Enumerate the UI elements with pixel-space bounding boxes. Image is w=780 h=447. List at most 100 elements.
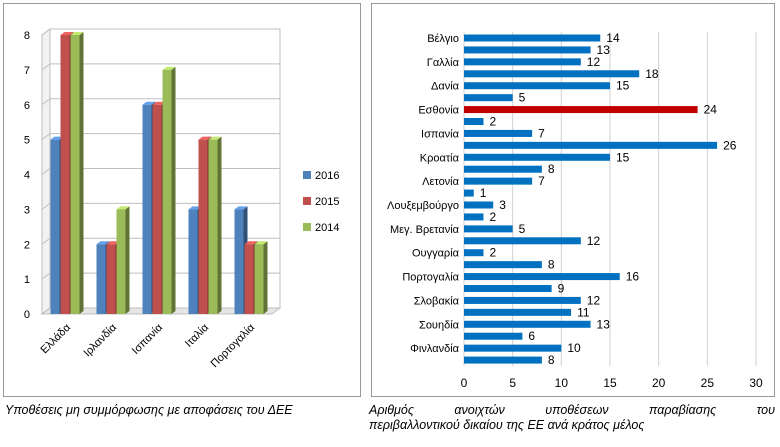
y-tick-label: 4 bbox=[24, 170, 30, 182]
non-compliance-bar-chart: 0 1 2 3 4 5 6 7 8 Ελλάδα Ιρλανδία Ισπανία ΙταλίαΠορτ… bbox=[24, 28, 339, 370]
x-tick-label: 0 bbox=[461, 376, 468, 390]
x-category-label: Πορτογαλία bbox=[209, 321, 258, 370]
bar-value-label: 8 bbox=[548, 353, 555, 367]
legend-label: 2014 bbox=[315, 222, 339, 234]
bar bbox=[464, 296, 581, 304]
bar-value-label: 8 bbox=[548, 258, 555, 272]
bar bbox=[254, 241, 268, 314]
bar-value-label: 16 bbox=[626, 270, 640, 284]
bar-top bbox=[254, 241, 268, 245]
bar bbox=[464, 344, 562, 352]
bar bbox=[464, 70, 640, 78]
bar bbox=[464, 225, 513, 233]
bar-value-label: 26 bbox=[723, 138, 737, 152]
bar-face bbox=[50, 139, 60, 314]
y-tick-label: 3 bbox=[24, 204, 30, 216]
bar-value-label: 12 bbox=[587, 55, 601, 69]
bar-side bbox=[125, 206, 130, 314]
bar-value-label: 10 bbox=[567, 341, 581, 355]
bar-value-label: 8 bbox=[548, 162, 555, 176]
bar-face bbox=[60, 35, 70, 314]
bar bbox=[464, 237, 581, 245]
right-chart-panel: 0 5 10 15 20 25 30 14 Βέλγιο 13 12 Γαλλία 18 15 Δανία 5… bbox=[371, 3, 775, 397]
x-tick-label: 10 bbox=[555, 376, 569, 390]
bar bbox=[464, 165, 542, 173]
bar bbox=[464, 153, 610, 161]
bar-face bbox=[234, 209, 244, 314]
y-tick-label: 2 bbox=[24, 239, 30, 251]
y-gridline bbox=[41, 63, 280, 71]
bar-value-label: 15 bbox=[616, 79, 630, 93]
bar-top bbox=[106, 241, 120, 245]
bar-face bbox=[152, 104, 162, 314]
bar-top bbox=[198, 136, 212, 140]
bar-value-label: 7 bbox=[538, 126, 545, 140]
bar bbox=[464, 213, 484, 221]
bar-face bbox=[162, 69, 172, 314]
x-tick-label: 30 bbox=[749, 376, 763, 390]
left-chart-panel: 0 1 2 3 4 5 6 7 8 Ελλάδα Ιρλανδία Ισπανία Ιταλία Πορτ… bbox=[3, 3, 361, 397]
bar-value-label: 13 bbox=[597, 317, 611, 331]
y-category-label: Σουηδία bbox=[419, 319, 460, 331]
right-chart-caption: Αριθμός ανοιχτών υποθέσεων παραβίασης το… bbox=[369, 403, 775, 433]
right-caption-line-1: Αριθμός ανοιχτών υποθέσεων παραβίασης το… bbox=[369, 403, 775, 417]
y-tick-label: 7 bbox=[24, 65, 30, 77]
bar-face bbox=[198, 139, 208, 314]
bar-value-label: 12 bbox=[587, 293, 601, 307]
y-category-label: Ουγγαρία bbox=[412, 248, 460, 260]
y-gridline bbox=[41, 28, 280, 36]
bar-value-label: 3 bbox=[499, 198, 506, 212]
bar bbox=[464, 332, 523, 340]
bar bbox=[464, 320, 591, 328]
bar bbox=[70, 32, 84, 314]
bar-top bbox=[208, 136, 222, 140]
y-category-label: Δανία bbox=[431, 81, 460, 93]
bar-value-label: 2 bbox=[489, 115, 496, 129]
bar-value-label: 6 bbox=[528, 329, 535, 343]
bar-value-label: 24 bbox=[704, 103, 718, 117]
bar-top bbox=[162, 66, 176, 70]
bar-face bbox=[106, 244, 116, 314]
bar-top bbox=[142, 101, 156, 105]
bar bbox=[116, 206, 130, 314]
bar bbox=[464, 189, 474, 197]
infringement-cases-bar-chart: 0 5 10 15 20 25 3014Βέλγιο1312Γαλλία1815Δανία5… bbox=[387, 31, 763, 390]
left-chart-caption: Υποθέσεις μη συμμόρφωσης με αποφάσεις το… bbox=[5, 403, 293, 417]
y-category-label: Λετονία bbox=[422, 176, 460, 188]
bar bbox=[208, 136, 222, 314]
bar-side bbox=[217, 136, 222, 314]
y-category-label: Φινλανδία bbox=[410, 343, 459, 355]
x-category-label: Ελλάδα bbox=[38, 321, 73, 356]
right-caption-line-2: περιβαλλοντικού δικαίου της ΕΕ ανά κράτο… bbox=[369, 418, 645, 432]
legend-swatch bbox=[303, 171, 311, 179]
bar-value-label: 2 bbox=[489, 246, 496, 260]
bar-value-label: 7 bbox=[538, 174, 545, 188]
bar bbox=[464, 308, 572, 316]
bar-top bbox=[234, 206, 248, 210]
x-tick-label: 25 bbox=[701, 376, 715, 390]
bar-top bbox=[60, 32, 74, 35]
bar-value-label: 13 bbox=[597, 43, 611, 57]
y-category-label: Μεγ. Βρετανία bbox=[390, 224, 460, 236]
bar bbox=[464, 177, 533, 185]
x-category-label: Ιταλία bbox=[183, 321, 212, 350]
y-category-label: Κροατία bbox=[420, 152, 460, 164]
y-category-label: Γαλλία bbox=[427, 57, 460, 69]
bar bbox=[464, 285, 552, 292]
bar bbox=[464, 129, 533, 137]
bar-value-label: 11 bbox=[577, 305, 590, 319]
bar-value-label: 1 bbox=[480, 186, 487, 200]
y-tick-label: 1 bbox=[24, 274, 30, 286]
legend-label: 2015 bbox=[315, 196, 339, 208]
y-category-label: Εσθονία bbox=[418, 105, 459, 117]
y-tick-label: 6 bbox=[24, 100, 30, 112]
legend-swatch bbox=[303, 197, 311, 205]
bar-value-label: 5 bbox=[519, 222, 526, 236]
bar-face bbox=[70, 35, 80, 314]
y-category-label: Βέλγιο bbox=[427, 33, 459, 45]
bar bbox=[464, 261, 542, 269]
bar-value-label: 5 bbox=[519, 91, 526, 105]
x-category-label: Ιρλανδία bbox=[81, 321, 119, 359]
y-tick-label: 5 bbox=[24, 135, 30, 147]
bar-value-label: 18 bbox=[645, 67, 659, 81]
